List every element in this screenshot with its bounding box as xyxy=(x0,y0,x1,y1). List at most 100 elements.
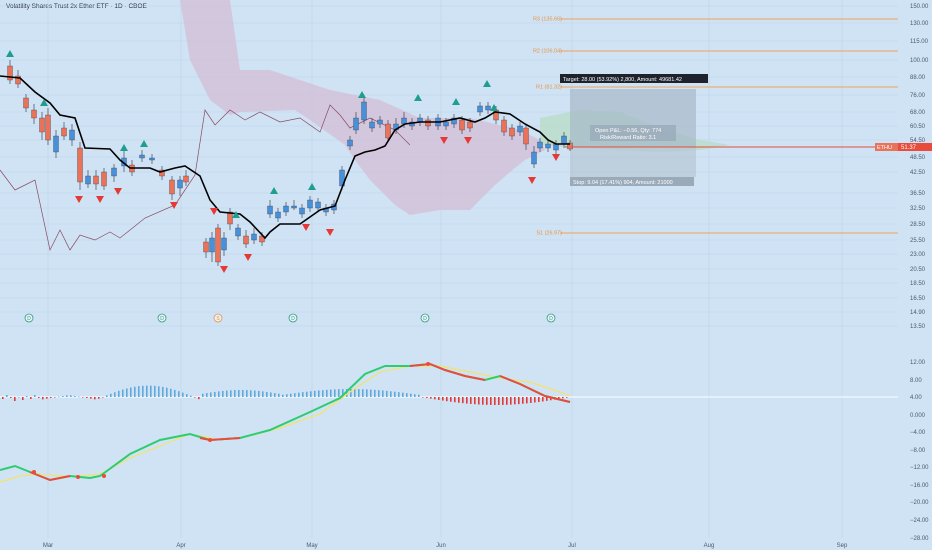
candle[interactable] xyxy=(425,119,431,127)
candle[interactable] xyxy=(353,117,359,131)
macd-histogram-bar xyxy=(214,391,216,397)
candle[interactable] xyxy=(523,127,529,145)
candle[interactable] xyxy=(77,147,83,183)
candle[interactable] xyxy=(291,205,297,209)
candle[interactable] xyxy=(243,235,249,245)
candle[interactable] xyxy=(183,175,189,183)
stop-zone[interactable] xyxy=(570,147,696,177)
macd-histogram-bar xyxy=(238,390,240,397)
candle[interactable] xyxy=(501,119,507,133)
macd-histogram-bar xyxy=(430,397,432,399)
candle[interactable] xyxy=(369,121,375,129)
macd-histogram-bar xyxy=(78,396,80,398)
macd-histogram-bar xyxy=(526,397,528,404)
macd-histogram-bar xyxy=(310,391,312,397)
macd-histogram-bar xyxy=(330,389,332,397)
macd-histogram-bar xyxy=(22,397,24,400)
candle[interactable] xyxy=(235,227,241,237)
macd-histogram-bar xyxy=(370,389,372,397)
candle[interactable] xyxy=(561,135,567,145)
candle[interactable] xyxy=(443,121,449,127)
candle[interactable] xyxy=(545,143,551,149)
candle[interactable] xyxy=(531,151,537,165)
time-axis-label: May xyxy=(306,543,317,549)
price-axis-label: 54.50 xyxy=(910,138,926,144)
macd-histogram-bar xyxy=(126,388,128,397)
candle[interactable] xyxy=(69,129,75,141)
macd-histogram-bar xyxy=(394,391,396,397)
candle[interactable] xyxy=(111,167,117,177)
macd-histogram-bar xyxy=(142,385,144,397)
candle[interactable] xyxy=(169,179,175,195)
candle[interactable] xyxy=(39,117,45,133)
candle[interactable] xyxy=(275,211,281,219)
candle[interactable] xyxy=(101,171,107,187)
candle[interactable] xyxy=(159,169,165,177)
macd-histogram-bar xyxy=(278,393,280,397)
candle[interactable] xyxy=(149,157,155,161)
last-price-tag xyxy=(898,143,932,151)
candle[interactable] xyxy=(347,139,353,147)
candle[interactable] xyxy=(251,233,257,241)
event-marker[interactable] xyxy=(420,313,430,323)
candle[interactable] xyxy=(553,143,559,151)
event-marker[interactable] xyxy=(288,313,298,323)
candle[interactable] xyxy=(459,119,465,131)
candle[interactable] xyxy=(385,123,391,139)
macd-crossover-dot xyxy=(32,470,36,474)
event-marker[interactable] xyxy=(24,313,34,323)
macd-histogram-bar xyxy=(542,397,544,402)
macd-histogram-bar xyxy=(374,389,376,397)
macd-histogram-bar xyxy=(46,397,48,399)
candle[interactable] xyxy=(315,201,321,209)
macd-histogram-bar xyxy=(134,386,136,397)
candle[interactable] xyxy=(23,97,29,109)
event-marker[interactable] xyxy=(213,313,223,323)
candle[interactable] xyxy=(215,227,221,263)
candle[interactable] xyxy=(307,199,313,209)
candle[interactable] xyxy=(361,101,367,121)
candle[interactable] xyxy=(7,65,13,81)
candle[interactable] xyxy=(85,175,91,185)
candle[interactable] xyxy=(221,237,227,251)
candle[interactable] xyxy=(567,142,573,150)
candle[interactable] xyxy=(517,125,523,133)
pivot-label: R3 (135.66) xyxy=(533,17,562,23)
candle[interactable] xyxy=(177,179,183,189)
macd-line-bearish xyxy=(199,437,241,442)
candle[interactable] xyxy=(93,175,99,185)
candle[interactable] xyxy=(259,235,265,243)
candle[interactable] xyxy=(377,119,383,125)
candle[interactable] xyxy=(451,117,457,125)
candle[interactable] xyxy=(537,141,543,149)
candle[interactable] xyxy=(15,75,21,85)
macd-histogram-bar xyxy=(314,390,316,397)
candle[interactable] xyxy=(299,207,305,215)
candle[interactable] xyxy=(61,127,67,137)
candle[interactable] xyxy=(509,127,515,137)
candle[interactable] xyxy=(477,105,483,113)
macd-histogram-bar xyxy=(226,390,228,397)
candle[interactable] xyxy=(485,105,491,111)
candle[interactable] xyxy=(139,154,145,159)
macd-histogram-bar xyxy=(422,397,424,398)
event-marker[interactable] xyxy=(546,313,556,323)
macd-histogram-bar xyxy=(390,391,392,397)
macd-histogram-bar xyxy=(10,397,12,398)
candle[interactable] xyxy=(283,205,289,213)
macd-crossover-dot xyxy=(208,438,212,442)
candle[interactable] xyxy=(45,114,51,141)
candle[interactable] xyxy=(267,205,273,215)
macd-histogram-bar xyxy=(230,390,232,397)
candle[interactable] xyxy=(209,237,215,253)
candle[interactable] xyxy=(53,135,59,153)
candle[interactable] xyxy=(203,241,209,253)
price-axis-label: 76.00 xyxy=(910,93,926,99)
candle[interactable] xyxy=(31,109,37,119)
signal-up-arrow xyxy=(308,183,316,190)
candle[interactable] xyxy=(467,121,473,129)
signal-up-arrow xyxy=(490,104,498,111)
price-axis[interactable] xyxy=(898,0,932,538)
event-marker[interactable] xyxy=(157,313,167,323)
